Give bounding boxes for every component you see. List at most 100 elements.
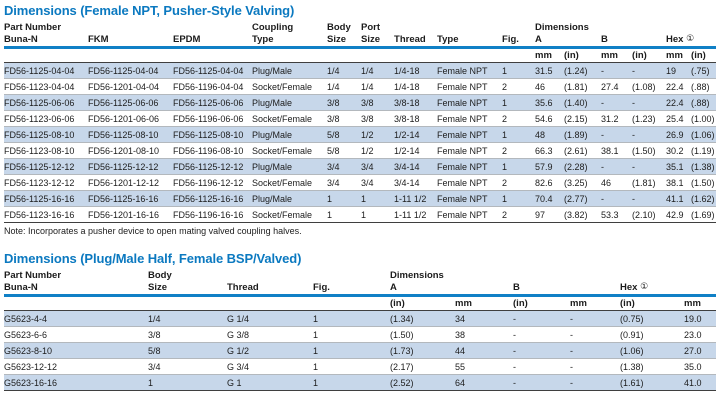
cell: Female NPT	[437, 62, 503, 79]
cell: FD56-1125-16-16	[173, 190, 253, 207]
cell: 5/8	[148, 342, 227, 359]
cell: G 1/4	[227, 310, 313, 327]
cell: 1	[502, 158, 536, 175]
col-header-body-size: Size	[327, 33, 362, 49]
cell: 3/4	[361, 174, 395, 191]
cell: -	[601, 126, 633, 143]
cell: -	[601, 94, 633, 111]
cell: 1-11 1/2	[394, 190, 438, 207]
cell: Plug/Male	[252, 126, 328, 143]
cell: 1	[502, 94, 536, 111]
cell: 1	[327, 206, 362, 223]
cell: Plug/Male	[252, 94, 328, 111]
header-label-row: Buna-N Size Thread Fig. A B Hex ①	[4, 281, 717, 297]
cell: 1	[313, 310, 390, 327]
cell: 41.1	[666, 190, 692, 207]
cell: 82.6	[535, 174, 565, 191]
table-row: G5623-12-12 3/4 G 3/4 1 (2.17) 55- - (1.38) 35.0	[4, 358, 717, 375]
cell: (1.73)	[390, 342, 455, 359]
cell: Plug/Male	[252, 190, 328, 207]
table-row: G5623-16-16 1 G 1 1 (2.52) 64- - (1.61) 41.0	[4, 374, 717, 391]
cell: Female NPT	[437, 190, 503, 207]
cell: 46	[601, 174, 633, 191]
col-header-fig: Fig.	[502, 33, 536, 49]
table-row: G5623-6-6 3/8 G 3/8 1 (1.50) 38- - (0.91) 23.0	[4, 326, 717, 343]
cell: 35.0	[684, 358, 717, 375]
col-group-dimensions: Dimensions	[535, 22, 589, 33]
cell: (3.82)	[564, 206, 602, 223]
cell: 1	[313, 342, 390, 359]
table-row: FD56-1125-06-06 FD56-1125-06-06 FD56-1125-…	[4, 94, 717, 111]
table-row: FD56-1123-04-04 FD56-1201-04-04 FD56-1196-…	[4, 78, 717, 95]
col-header-buna-n: Buna-N	[4, 33, 88, 49]
cell: 38.1	[601, 142, 633, 159]
cell: -	[570, 326, 621, 343]
catalog-page: Dimensions (Female NPT, Pusher-Style Val…	[4, 4, 717, 391]
cell: 1	[313, 374, 390, 391]
cell: (1.34)	[390, 310, 455, 327]
cell: G 1/2	[227, 342, 313, 359]
cell: Female NPT	[437, 126, 503, 143]
cell: FD56-1125-08-10	[4, 126, 88, 143]
cell: 1/4	[327, 62, 362, 79]
cell: Socket/Female	[252, 110, 328, 127]
cell: (2.61)	[564, 142, 602, 159]
cell: FD56-1123-08-10	[4, 142, 88, 159]
section-female-npt: Dimensions (Female NPT, Pusher-Style Val…	[4, 4, 717, 237]
cell: FD56-1196-06-06	[173, 110, 253, 127]
cell: 70.4	[535, 190, 565, 207]
cell: 3/4	[148, 358, 227, 375]
cell: 3/4	[327, 174, 362, 191]
cell: FD56-1125-04-04	[173, 62, 253, 79]
header-group-row: Part Number Body Dimensions	[4, 270, 716, 281]
col-header-type: Type	[437, 33, 503, 49]
cell: 48	[535, 126, 565, 143]
cell: FD56-1123-16-16	[4, 206, 88, 223]
cell: -	[513, 358, 571, 375]
cell: (1.69)	[691, 206, 717, 223]
cell: Female NPT	[437, 110, 503, 127]
table-row: G5623-8-10 5/8 G 1/2 1 (1.73) 44- - (1.06) 27.0	[4, 342, 717, 359]
table-row: FD56-1123-16-16 FD56-1201-16-16 FD56-1196-…	[4, 206, 717, 223]
unit-hex-in: (in)	[620, 295, 685, 311]
dimensions-table-female-bsp: Part Number Body Dimensions Buna-N Size …	[4, 270, 717, 391]
col-header-port-line1: Port	[361, 22, 381, 33]
cell: 1	[502, 62, 536, 79]
cell: 1/4-18	[394, 62, 438, 79]
cell: 38.1	[666, 174, 692, 191]
cell: (1.06)	[691, 126, 717, 143]
cell: (1.08)	[632, 78, 667, 95]
table-row: FD56-1125-04-04 FD56-1125-04-04 FD56-1125-…	[4, 62, 717, 79]
unit-b-mm: mm	[601, 47, 633, 63]
col-header-epdm: EPDM	[173, 33, 253, 49]
cell: -	[632, 190, 667, 207]
cell: (1.06)	[620, 342, 685, 359]
cell: 35.1	[666, 158, 692, 175]
table-row: FD56-1125-16-16 FD56-1125-16-16 FD56-1125-…	[4, 190, 717, 207]
unit-b-in: (in)	[632, 47, 667, 63]
cell: 1	[148, 374, 227, 391]
cell: 3/4	[361, 158, 395, 175]
cell: 34	[455, 310, 514, 327]
unit-hex-mm: mm	[666, 47, 692, 63]
cell: (.88)	[691, 78, 717, 95]
cell: 97	[535, 206, 565, 223]
cell: 2	[502, 78, 536, 95]
header-label-row: Buna-N FKM EPDM Type Size Size Thread Ty…	[4, 33, 717, 49]
cell: (2.15)	[564, 110, 602, 127]
cell: (1.50)	[691, 174, 717, 191]
cell: 1-11 1/2	[394, 206, 438, 223]
cell: 1	[361, 206, 395, 223]
table-row: FD56-1125-12-12 FD56-1125-12-12 FD56-1125-…	[4, 158, 717, 175]
cell: 1/4-18	[394, 78, 438, 95]
cell: G 1	[227, 374, 313, 391]
col-header-hex: Hex ①	[620, 281, 717, 297]
cell: Female NPT	[437, 158, 503, 175]
section-title-female-bsp: Dimensions (Plug/Male Half, Female BSP/V…	[4, 251, 302, 266]
col-header-body-size: Size	[148, 281, 227, 297]
table-body-female-bsp: G5623-4-4 1/4 G 1/4 1 (1.34) 34- - (0.75) 19.0 G5…	[4, 310, 717, 391]
cell: 30.2	[666, 142, 692, 159]
cell: Female NPT	[437, 174, 503, 191]
cell: -	[513, 342, 571, 359]
cell: 55	[455, 358, 514, 375]
